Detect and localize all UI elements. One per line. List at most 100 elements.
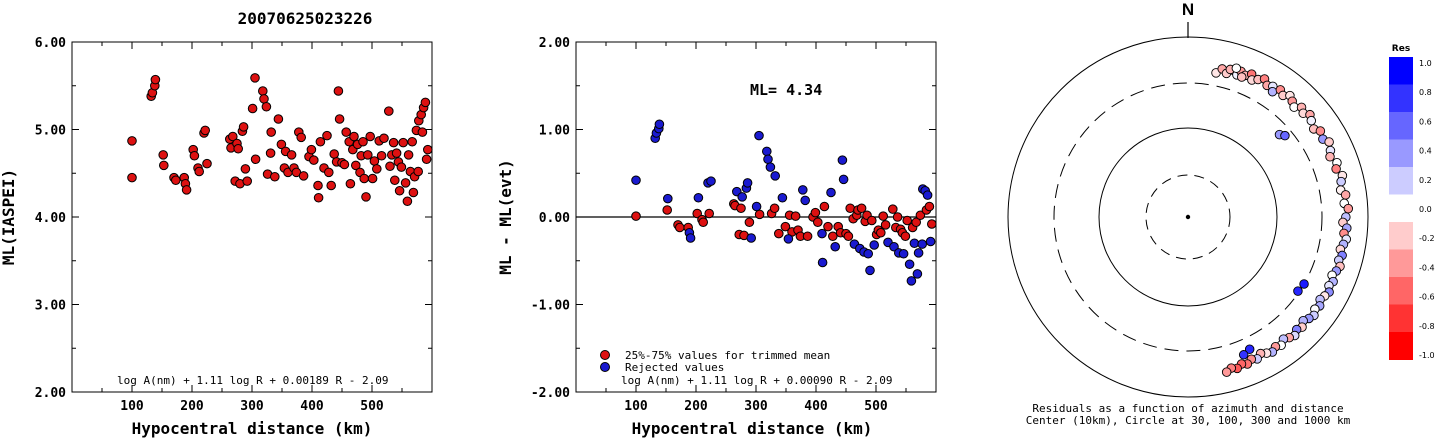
data-point-red: [790, 211, 801, 221]
y-tick-label: 6.00: [35, 36, 66, 51]
data-point-red: [240, 164, 251, 174]
data-point-red: [158, 150, 168, 160]
data-point-red: [341, 127, 352, 137]
circle-300km: [1053, 82, 1323, 352]
data-point-red: [242, 176, 252, 186]
data-point-red: [390, 175, 400, 186]
data-point-red: [359, 173, 370, 184]
legend: 25%-75% values for trimmed mean Rejected…: [600, 349, 830, 374]
station-marker: [1343, 203, 1354, 214]
x-axis-label: Hypocentral distance (km): [132, 419, 373, 438]
data-point-blue: [754, 130, 764, 141]
data-point-red: [372, 164, 382, 174]
data-point-red: [698, 217, 709, 228]
data-point-red: [780, 221, 791, 232]
y-tick-labels: 2.00 3.00 4.00 5.00 6.00: [35, 36, 66, 401]
data-point-red: [823, 221, 833, 232]
data-point-blue: [742, 178, 753, 188]
data-point-red: [888, 204, 898, 214]
panel-residual-vs-distance: 100 200 300 400 500 -2.00 -1.00 0.00 1.00 2.00 H…: [496, 36, 937, 438]
epicenter-marker: [1185, 214, 1191, 220]
station-marker: [1340, 190, 1351, 200]
x-tick-labels: 100 200 300 400 500: [624, 399, 888, 414]
x-tick-label: 100: [120, 399, 144, 414]
colorbar-label: -0.6: [1419, 293, 1435, 302]
data-point-blue: [917, 239, 928, 249]
colorbar-labels: 1.0 0.8 0.6 0.4 0.2 0.0 -0.2 -0.4 -0.6 -0.8 -1.0: [1419, 59, 1435, 360]
data-point-red: [150, 74, 161, 85]
data-point-red: [329, 149, 340, 159]
colorbar-label: 1.0: [1419, 59, 1432, 68]
data-point-blue: [817, 257, 828, 268]
station-marker: [1236, 72, 1247, 82]
station-markers: [1211, 63, 1354, 377]
data-point-blue: [909, 238, 920, 249]
data-point-red: [867, 215, 877, 226]
colorbar-cell: [1389, 249, 1413, 278]
data-point-red: [754, 209, 765, 220]
data-point-red: [813, 217, 823, 228]
data-point-red: [880, 220, 891, 230]
data-point-blue: [663, 193, 673, 204]
station-marker: [1324, 137, 1334, 147]
station-marker: [1306, 115, 1317, 126]
data-point-red: [376, 150, 387, 161]
data-point-red: [313, 192, 324, 203]
data-point-blue: [817, 228, 827, 239]
data-point-blue: [838, 174, 849, 185]
colorbar-cell: [1389, 277, 1413, 305]
data-point-red: [413, 166, 424, 177]
data-point-red: [313, 180, 323, 191]
colorbar-title: Res: [1392, 44, 1410, 54]
colorbar-cell: [1389, 139, 1413, 168]
data-point-red: [845, 203, 856, 214]
station-marker: [1267, 86, 1278, 97]
x-tick-labels: 100 200 300 400 500: [120, 399, 384, 414]
data-point-red: [228, 131, 238, 142]
station-marker: [1244, 344, 1255, 355]
station-marker: [1336, 176, 1346, 187]
data-point-red: [296, 132, 307, 143]
y-axis-label: ML - ML(evt): [496, 159, 515, 275]
data-point-red: [189, 150, 200, 161]
colorbar-cell: [1389, 304, 1413, 333]
data-point-red: [266, 127, 277, 137]
data-point-red: [361, 192, 371, 202]
data-point-red: [892, 212, 903, 222]
station-marker: [1325, 151, 1335, 162]
data-point-red: [273, 114, 284, 124]
data-point-red: [270, 171, 280, 182]
data-point-red: [127, 136, 137, 146]
station-marker: [1293, 286, 1303, 296]
data-point-red: [810, 207, 821, 218]
colorbar-cell: [1389, 194, 1413, 223]
data-point-red: [238, 122, 249, 132]
data-point-red: [876, 227, 886, 238]
panel-residual-azimuth-map: N Residuals as a function of azimuth and…: [1007, 0, 1369, 427]
x-tick-label: 500: [360, 399, 384, 414]
data-point-blue: [762, 146, 772, 157]
data-point-red: [363, 150, 373, 160]
data-point-red: [259, 94, 269, 104]
y-tick-label: 4.00: [35, 211, 66, 226]
colorbar-label: -1.0: [1419, 351, 1435, 360]
x-tick-label: 200: [684, 399, 708, 414]
station-marker: [1331, 164, 1341, 174]
ml-annotation: ML= 4.34: [750, 81, 822, 99]
data-points: [127, 73, 433, 207]
data-point-red: [324, 167, 334, 178]
circle-1000km: [1007, 36, 1369, 398]
data-point-red: [402, 196, 413, 207]
panel-ml-vs-distance: 100 200 300 400 500 2.00 3.00 4.00 5.00 6.00 Hyp…: [0, 36, 433, 438]
circle-30km: [1145, 174, 1231, 260]
data-point-red: [233, 143, 243, 154]
colorbar-label: 0.2: [1419, 176, 1432, 185]
data-point-red: [309, 155, 319, 165]
data-point-red: [339, 159, 350, 170]
data-point-red: [250, 154, 261, 165]
plot-frame: [71, 41, 433, 393]
map-caption-line2: Center (10km), Circle at 30, 100, 300 an…: [1026, 414, 1351, 427]
colorbar-label: 0.8: [1419, 88, 1432, 97]
data-point-red: [828, 231, 838, 242]
colorbar-cells: [1389, 57, 1413, 360]
